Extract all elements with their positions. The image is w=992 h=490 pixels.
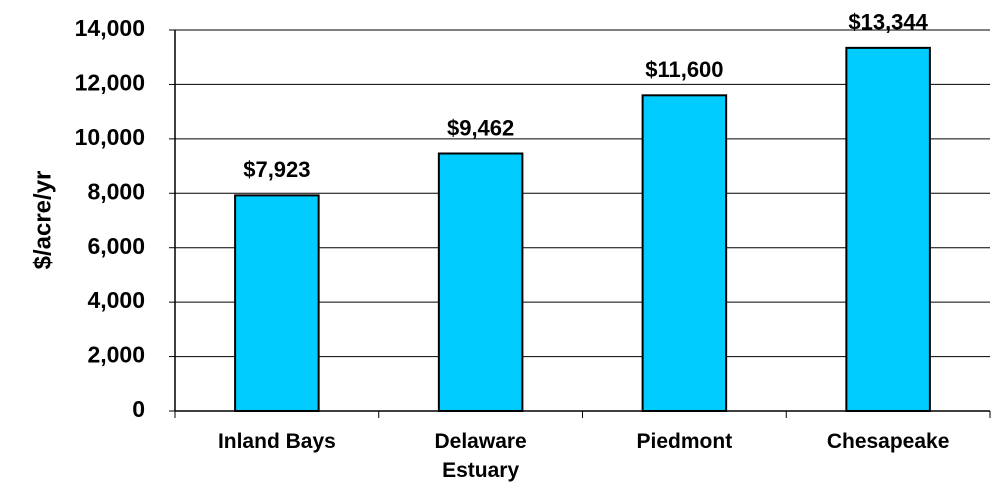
bar (641, 94, 728, 412)
y-tick-label: 10,000 (75, 124, 145, 150)
y-tick-label: 4,000 (87, 287, 145, 313)
y-tick-label: 2,000 (87, 342, 145, 368)
bar (234, 194, 320, 412)
bar (437, 152, 524, 412)
y-tick-label: 12,000 (75, 70, 145, 96)
y-tick-label: 0 (132, 396, 145, 422)
y-tick-label: 6,000 (87, 233, 145, 259)
x-tick-label: Piedmont (636, 430, 733, 453)
value-label: $13,344 (848, 10, 928, 35)
x-tick-label: Delaware Estuary (434, 430, 527, 482)
y-tick-label: 8,000 (87, 178, 145, 204)
x-tick-label: Chesapeake (826, 430, 950, 453)
value-label: $11,600 (645, 57, 723, 82)
y-tick-label: 14,000 (75, 15, 145, 41)
value-label: $9,462 (447, 115, 514, 140)
y-axis-label: $/acre/yr (29, 171, 56, 270)
x-tick-label: Inland Bays (217, 430, 336, 453)
value-label: $7,923 (243, 157, 310, 182)
bar (845, 46, 931, 412)
